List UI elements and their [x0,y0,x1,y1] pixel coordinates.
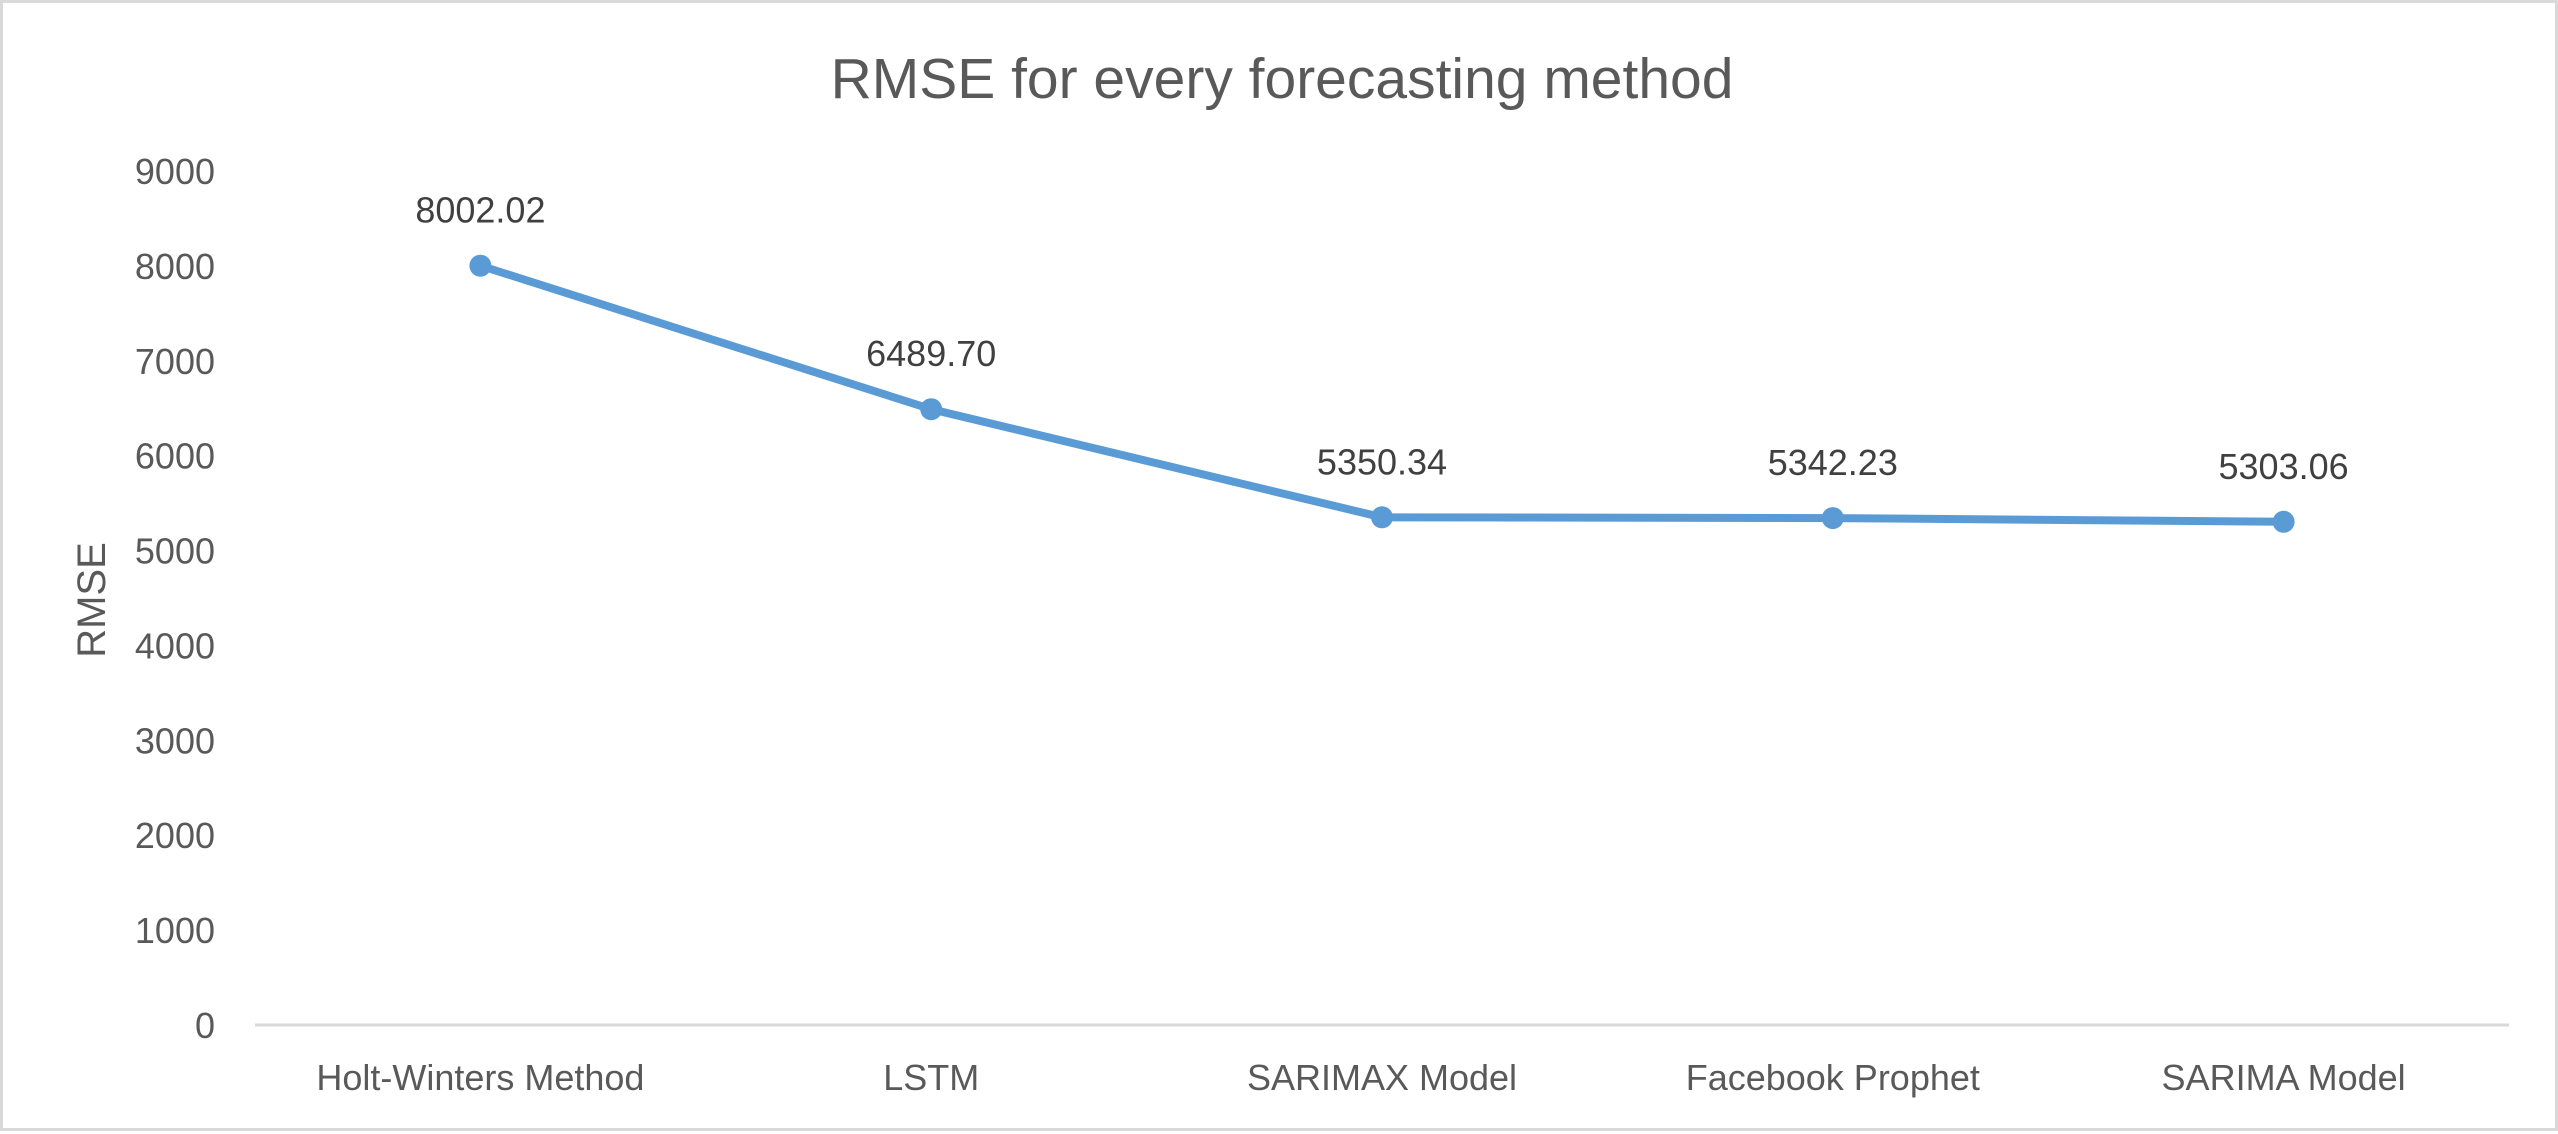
data-point [2272,510,2295,533]
y-tick-label: 2000 [135,815,215,856]
data-labels: 8002.02 6489.70 5350.34 5342.23 5303.06 [415,190,2348,487]
x-tick-label: SARIMA Model [2162,1057,2406,1098]
y-axis-title: RMSE [70,542,114,658]
data-label: 5350.34 [1317,441,1447,482]
x-axis-ticks: Holt-Winters Method LSTM SARIMAX Model Face… [316,1057,2405,1098]
y-tick-label: 6000 [135,436,215,477]
y-tick-label: 7000 [135,341,215,382]
series-line [476,261,2288,526]
y-tick-label: 9000 [135,151,215,192]
y-tick-label: 5000 [135,531,215,572]
data-label: 5303.06 [2219,446,2349,487]
data-label: 5342.23 [1768,442,1898,483]
series-rmse [469,254,2295,533]
y-tick-label: 0 [195,1005,215,1046]
x-tick-label: Facebook Prophet [1686,1057,1980,1098]
data-point [920,398,943,421]
y-axis-ticks: 0 1000 2000 3000 4000 5000 6000 7000 8000 9000 [135,151,215,1046]
y-tick-label: 1000 [135,910,215,951]
data-point [469,254,492,277]
data-point [1371,506,1393,529]
y-tick-label: 3000 [135,720,215,761]
x-tick-label: LSTM [883,1057,979,1098]
data-point [1821,507,1844,530]
data-label: 6489.70 [866,333,996,374]
chart-title: RMSE for every forecasting method [831,47,1734,111]
x-tick-label: SARIMAX Model [1247,1057,1517,1098]
y-tick-label: 4000 [135,625,215,666]
data-label: 8002.02 [415,190,545,231]
line-chart: RMSE for every forecasting method RMSE 0… [70,47,2509,1098]
y-tick-label: 8000 [135,246,215,287]
x-tick-label: Holt-Winters Method [316,1057,644,1098]
